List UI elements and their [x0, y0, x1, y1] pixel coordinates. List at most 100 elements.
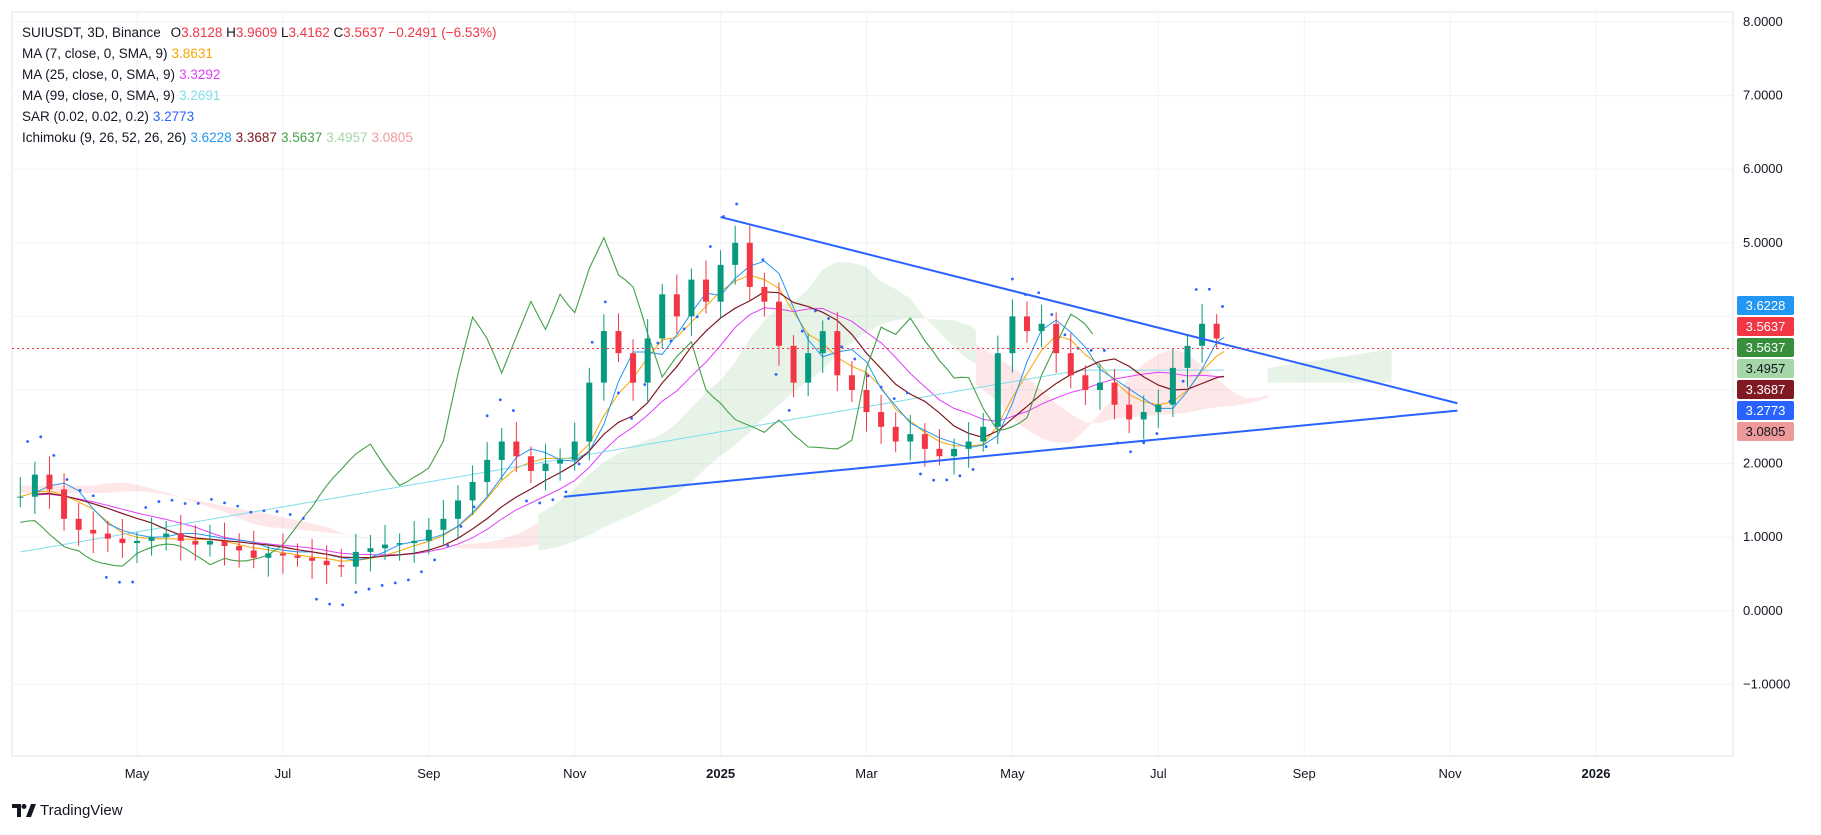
- x-tick-label: May: [125, 766, 150, 781]
- close-value: 3.5637: [343, 25, 385, 40]
- sar-dot: [1011, 277, 1014, 281]
- sar-dot: [761, 258, 765, 262]
- indicator-value: 3.8631: [171, 46, 213, 61]
- candle-body: [279, 553, 286, 556]
- sar-dot: [380, 584, 384, 587]
- price-tag: 3.3687: [1737, 380, 1794, 399]
- tradingview-brand[interactable]: TradingView: [12, 802, 123, 819]
- sar-dot: [879, 385, 883, 389]
- sar-dot: [958, 474, 962, 478]
- sar-dot: [52, 453, 56, 457]
- candle-body: [834, 331, 841, 376]
- y-tick-label: −1.0000: [1743, 676, 1790, 691]
- indicator-name: Ichimoku (9, 26, 52, 26, 26): [22, 130, 187, 145]
- candle-body: [557, 459, 564, 464]
- open-label: O: [170, 25, 182, 40]
- chikou-line: [20, 236, 1094, 567]
- symbol-name: SUIUSDT, 3D, Binance: [22, 25, 161, 40]
- symbol-row[interactable]: SUIUSDT, 3D, Binance O3.8128 H3.9609 L3.…: [22, 22, 496, 43]
- candle-body: [250, 550, 257, 558]
- sar-dot: [695, 315, 699, 319]
- candle-body: [1213, 323, 1220, 339]
- candle-body: [1140, 412, 1147, 420]
- sar-dot: [735, 202, 739, 206]
- candle-body: [177, 533, 184, 541]
- sar-dot: [262, 509, 266, 513]
- chart-legend: SUIUSDT, 3D, Binance O3.8128 H3.9609 L3.…: [22, 22, 496, 148]
- sar-dot: [196, 502, 200, 505]
- candle-body: [630, 353, 637, 383]
- y-tick-label: 2.0000: [1743, 456, 1783, 471]
- sar-dot: [787, 408, 791, 412]
- candle-body: [1126, 404, 1133, 420]
- candle-body: [454, 500, 461, 519]
- indicator-value: 3.5637: [280, 130, 323, 145]
- candle-body: [615, 331, 622, 354]
- sar-dot: [984, 445, 988, 449]
- candle-body: [119, 538, 126, 544]
- candle-body: [104, 533, 111, 539]
- x-tick-label: May: [1000, 766, 1025, 781]
- candle-body: [644, 338, 651, 383]
- sar-dot: [1221, 305, 1224, 308]
- sar-dot: [183, 502, 187, 505]
- candle-body: [907, 434, 914, 442]
- candle-body: [1199, 323, 1206, 346]
- y-tick-label: 8.0000: [1743, 14, 1783, 29]
- sar-dot: [223, 501, 226, 505]
- candle-body: [994, 353, 1001, 427]
- candle-body: [221, 540, 228, 547]
- y-tick-label: 6.0000: [1743, 161, 1783, 176]
- price-tag: 3.5637: [1737, 338, 1794, 357]
- candle-body: [600, 331, 607, 383]
- indicator-name: MA (99, close, 0, SMA, 9): [22, 88, 176, 103]
- sar-dot: [708, 245, 712, 248]
- sar-dot: [1129, 450, 1132, 454]
- candle-body: [294, 555, 301, 558]
- x-tick-label: Jul: [1150, 766, 1167, 781]
- candle-body: [323, 560, 330, 566]
- indicator-row[interactable]: MA (25, close, 0, SMA, 9) 3.3292: [22, 64, 496, 85]
- candle-body: [1053, 323, 1060, 354]
- lower-trendline: [563, 409, 1458, 498]
- sar-dot: [91, 494, 95, 498]
- x-tick-label: 2025: [706, 766, 735, 781]
- low-label: L: [280, 25, 289, 40]
- candle-body: [878, 412, 885, 427]
- cloud-green-2: [1267, 349, 1392, 383]
- cloud-green-1: [538, 261, 976, 551]
- candle-body: [746, 242, 753, 287]
- candle-body: [411, 540, 418, 544]
- sar-dot: [525, 499, 528, 503]
- candle-body: [980, 426, 987, 442]
- candle-body: [761, 286, 768, 302]
- sar-dot: [853, 357, 857, 361]
- candle-body: [1155, 404, 1162, 413]
- candle-body: [673, 294, 680, 317]
- candle-body: [527, 456, 534, 471]
- candle-body: [951, 448, 958, 457]
- sar-dot: [669, 339, 673, 343]
- indicator-row[interactable]: Ichimoku (9, 26, 52, 26, 26) 3.6228 3.3687…: [22, 127, 496, 148]
- x-tick-label: Sep: [417, 766, 440, 781]
- sar-dot: [157, 500, 161, 503]
- indicator-name: SAR (0.02, 0.02, 0.2): [22, 109, 149, 124]
- candle-body: [819, 331, 826, 354]
- price-tag: 3.2773: [1737, 401, 1794, 420]
- candle-body: [367, 548, 374, 552]
- sar-dot: [551, 498, 555, 502]
- indicator-row[interactable]: SAR (0.02, 0.02, 0.2) 3.2773: [22, 106, 496, 127]
- sar-dot: [288, 513, 292, 516]
- indicator-value: 3.0805: [371, 130, 413, 145]
- indicator-row[interactable]: MA (7, close, 0, SMA, 9) 3.8631: [22, 43, 496, 64]
- sar-dot: [39, 435, 43, 439]
- sar-dot: [1102, 349, 1106, 352]
- candle-body: [469, 482, 476, 501]
- sar-dot: [26, 440, 29, 443]
- indicator-legend-rows: MA (7, close, 0, SMA, 9) 3.8631 MA (25, cl…: [22, 43, 496, 148]
- x-tick-label: Mar: [855, 766, 878, 781]
- sar-dot: [800, 329, 804, 333]
- indicator-row[interactable]: MA (99, close, 0, SMA, 9) 3.2691: [22, 85, 496, 106]
- sar-dot: [446, 544, 450, 547]
